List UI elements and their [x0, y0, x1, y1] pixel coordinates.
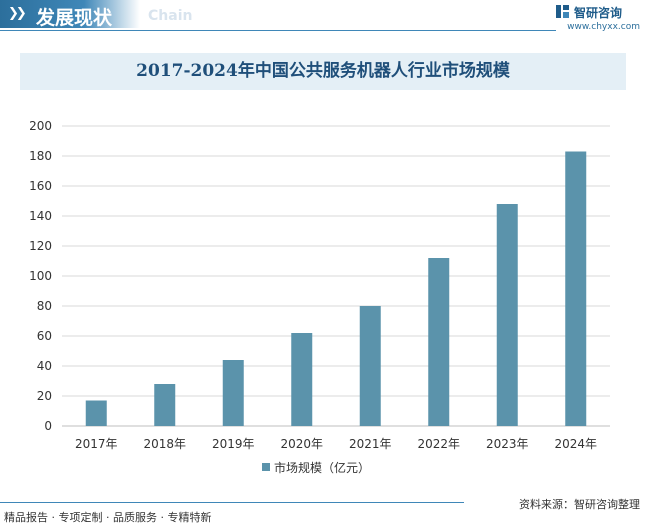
x-tick-label: 2022年	[417, 437, 460, 451]
x-tick-label: 2021年	[349, 437, 392, 451]
bar	[291, 333, 313, 426]
x-tick-label: 2019年	[212, 437, 255, 451]
logo: 智研咨询	[556, 4, 634, 20]
legend-swatch	[262, 463, 270, 471]
source-note: 资料来源：智研咨询整理	[519, 498, 640, 511]
y-tick-label: 100	[29, 269, 52, 283]
x-tick-label: 2020年	[280, 437, 323, 451]
bar	[359, 306, 381, 426]
bar	[565, 151, 587, 426]
chevrons-icon: ❯❯	[8, 6, 27, 21]
logo-text: 智研咨询	[574, 6, 623, 20]
y-tick-label: 80	[37, 299, 52, 313]
y-tick-label: 200	[29, 119, 52, 133]
x-tick-label: 2024年	[554, 437, 597, 451]
legend-label: 市场规模（亿元）	[274, 461, 371, 475]
y-tick-label: 60	[37, 329, 52, 343]
section-title: 发展现状	[36, 7, 113, 29]
footer-tagline: 精品报告 · 专项定制 · 品质服务 · 专精特新	[4, 511, 212, 524]
header-divider	[0, 30, 556, 31]
y-tick-label: 0	[44, 419, 52, 433]
y-tick-label: 120	[29, 239, 52, 253]
logo-icon	[556, 5, 569, 18]
y-tick-label: 20	[37, 389, 52, 403]
bar	[496, 204, 518, 426]
y-tick-label: 40	[37, 359, 52, 373]
bar	[85, 400, 107, 426]
section-subtitle: Chain	[148, 8, 193, 24]
logo-url: www.chyxx.com	[567, 22, 640, 32]
bar	[222, 360, 244, 426]
header: ❯❯ 发展现状 Chain 智研咨询 www.chyxx.com	[0, 0, 646, 34]
chart-title: 2017-2024年中国公共服务机器人行业市场规模	[136, 61, 510, 81]
header-banner	[0, 0, 140, 28]
y-tick-label: 180	[29, 149, 52, 163]
bar	[154, 384, 176, 426]
x-tick-label: 2017年	[75, 437, 118, 451]
bar	[428, 258, 450, 426]
x-tick-label: 2023年	[486, 437, 529, 451]
chart-title-box: 2017-2024年中国公共服务机器人行业市场规模	[20, 53, 626, 90]
footer-divider	[0, 502, 464, 503]
y-tick-label: 140	[29, 209, 52, 223]
x-tick-label: 2018年	[143, 437, 186, 451]
y-tick-label: 160	[29, 179, 52, 193]
